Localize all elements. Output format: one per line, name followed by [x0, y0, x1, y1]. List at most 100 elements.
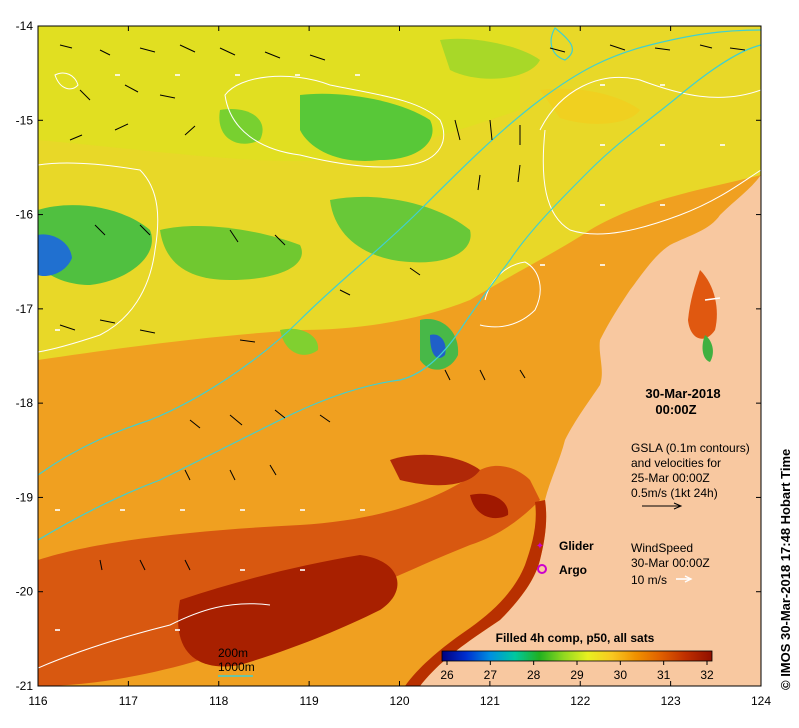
- velocity-arrow: [319, 414, 331, 423]
- coastal-bay: [688, 270, 717, 339]
- velocity-arrow: [139, 559, 146, 571]
- velocity-arrow: [454, 119, 461, 141]
- argo-marker-icon: [537, 564, 547, 574]
- map-area: [38, 26, 761, 686]
- wind-arrows: [55, 74, 725, 631]
- x-tick-label: 118: [209, 694, 228, 708]
- y-tick-label: -19: [16, 490, 34, 504]
- gsla-note-line-1: GSLA (0.1m contours): [631, 441, 750, 455]
- velocity-arrow: [339, 289, 351, 296]
- velocity-arrow: [477, 174, 481, 191]
- wind-note-line-3: 10 m/s: [631, 573, 667, 587]
- x-tick-label: 116: [28, 694, 47, 708]
- velocity-arrow: [549, 47, 566, 53]
- velocity-arrow: [239, 339, 256, 343]
- gsla-contour-3: [539, 76, 761, 131]
- velocity-arrow: [699, 44, 713, 49]
- sst-blue-patch: [38, 234, 72, 277]
- velocity-arrow: [139, 329, 156, 334]
- velocity-arrow: [729, 47, 746, 51]
- velocity-arrow: [139, 224, 151, 236]
- velocity-arrow: [189, 419, 201, 429]
- colorbar-bar: [441, 650, 713, 662]
- velocity-arrow: [489, 119, 493, 141]
- bathy-legend-200m: 200m: [218, 646, 248, 660]
- velocity-scale-arrow: [642, 502, 683, 510]
- velocity-arrow: [159, 94, 176, 99]
- x-tick-label: 121: [480, 694, 500, 708]
- date-line-1: 30-Mar-2018: [645, 386, 720, 401]
- gsla-note-line-4: 0.5m/s (1kt 24h): [631, 486, 718, 500]
- bathy-contour-3: [550, 27, 573, 61]
- land-mass: [420, 175, 761, 686]
- colorbar-ticks: 26 27 28 29 30 31 32: [440, 661, 714, 682]
- sst-green-patch-1: [300, 93, 433, 161]
- y-tick-label: -14: [16, 19, 34, 33]
- colorbar-tick-label: 29: [570, 668, 584, 682]
- velocity-arrow: [609, 44, 626, 51]
- sst-hot-south: [178, 555, 398, 667]
- y-tick-label: -16: [16, 208, 34, 222]
- x-tick-label: 117: [119, 694, 138, 708]
- colorbar-tick-label: 31: [657, 668, 671, 682]
- wind-note-line-2: 30-Mar 00:00Z: [631, 556, 710, 570]
- bathy-legend-1000m: 1000m: [218, 660, 255, 674]
- velocity-arrow: [94, 224, 106, 236]
- wind-scale-arrow: [676, 575, 693, 583]
- velocity-arrow: [274, 409, 286, 419]
- velocity-arrow: [519, 369, 526, 379]
- velocity-arrow: [184, 125, 196, 136]
- velocity-arrow: [139, 47, 156, 53]
- x-tick-label: 119: [300, 694, 319, 708]
- wind-arrow: [704, 297, 721, 301]
- argo-legend: Argo: [537, 563, 587, 577]
- velocity-arrow: [69, 134, 83, 141]
- date-line-2: 00:00Z: [655, 402, 696, 417]
- velocity-arrow: [219, 47, 236, 56]
- gsla-note-line-3: 25-Mar 00:00Z: [631, 471, 710, 485]
- glider-legend: ✦ Glider: [536, 539, 594, 553]
- velocity-arrow: [179, 44, 196, 53]
- velocity-arrow: [309, 54, 326, 61]
- velocity-arrow: [269, 464, 277, 476]
- y-tick-label: -18: [16, 396, 34, 410]
- velocity-arrow: [99, 559, 103, 571]
- sst-green-patch-7: [280, 328, 319, 355]
- x-tick-label: 124: [751, 694, 771, 708]
- colorbar-title: Filled 4h comp, p50, all sats: [496, 631, 655, 645]
- velocity-arrow: [229, 229, 239, 243]
- gsla-contour-7: [54, 72, 79, 90]
- x-tick-label: 120: [389, 694, 409, 708]
- velocity-arrow: [229, 414, 243, 426]
- bathy-contours: [38, 27, 761, 541]
- coastal-bay-green: [702, 335, 713, 362]
- velocity-arrow: [79, 89, 91, 101]
- sst-green-patch-2: [219, 109, 263, 144]
- colorbar-tick-label: 32: [700, 668, 714, 682]
- velocity-arrow: [124, 84, 139, 93]
- wind-note-line-1: WindSpeed: [631, 541, 693, 555]
- velocity-arrow: [59, 324, 76, 331]
- velocity-arrow: [184, 559, 191, 571]
- sst-hot-patch-2: [390, 454, 480, 486]
- credit-text: © IMOS 30-Mar-2018 17:48 Hobart Time: [778, 449, 793, 690]
- x-tick-label: 123: [661, 694, 681, 708]
- velocity-arrow: [444, 369, 451, 381]
- gsla-contour-2: [38, 162, 159, 353]
- gsla-contour-6: [38, 603, 271, 669]
- gsla-note-line-2: and velocities for: [631, 456, 721, 470]
- colorbar-tick-label: 26: [440, 668, 454, 682]
- velocity-arrow: [264, 51, 281, 59]
- gsla-contours: [38, 72, 761, 669]
- sst-green-patch-8: [440, 38, 540, 79]
- velocity-arrows: [59, 44, 746, 571]
- colorbar-tick-label: 28: [527, 668, 541, 682]
- gsla-contour-1: [224, 75, 445, 168]
- sst-green-patch-4: [160, 225, 302, 280]
- velocity-arrow: [479, 369, 486, 381]
- sst-hot-patch-3: [470, 493, 509, 519]
- velocity-arrow: [517, 164, 521, 183]
- velocity-arrow: [274, 234, 286, 246]
- x-tick-label: 122: [570, 694, 590, 708]
